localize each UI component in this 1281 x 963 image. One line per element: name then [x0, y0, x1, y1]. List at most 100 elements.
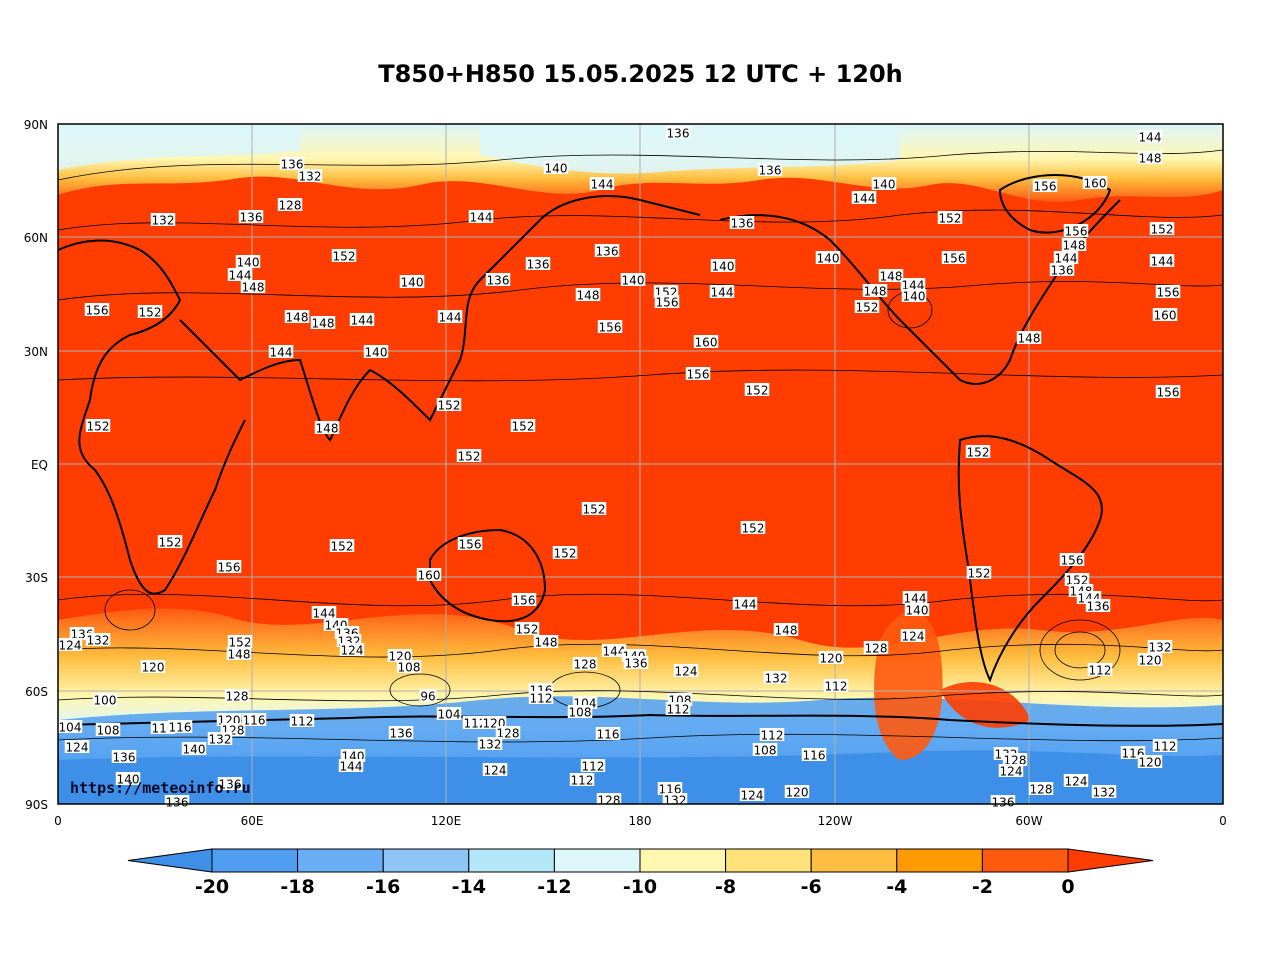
- contour-label-text: 128: [865, 642, 888, 656]
- contour-label-text: 156: [687, 368, 710, 382]
- contour-label: 152: [1149, 222, 1175, 237]
- contour-label: 152: [581, 502, 607, 517]
- contour-label-text: 132: [765, 672, 788, 686]
- contour-label-text: 116: [597, 728, 620, 742]
- contour-label-text: 116: [243, 714, 266, 728]
- contour-label-text: 124: [902, 630, 925, 644]
- contour-label-text: 136: [113, 751, 136, 765]
- contour-label-text: 136: [759, 164, 782, 178]
- contour-label-text: 148: [1139, 152, 1162, 166]
- contour-label-text: 144: [711, 286, 734, 300]
- contour-label-text: 136: [390, 727, 413, 741]
- colorbar-segment: [553, 848, 641, 873]
- colorbar-label: -18: [280, 876, 314, 898]
- contour-label: 108: [396, 660, 422, 675]
- contour-label-text: 156: [1065, 225, 1088, 239]
- contour-label: 132: [297, 169, 323, 184]
- contour-label-text: 136: [1087, 600, 1110, 614]
- contour-label: 140: [871, 177, 897, 192]
- contour-label-text: 132: [664, 794, 687, 808]
- contour-label: 156: [685, 367, 711, 382]
- contour-label: 140: [181, 742, 207, 757]
- contour-label-text: 132: [209, 733, 232, 747]
- contour-label: 152: [436, 398, 462, 413]
- contour-label: 136: [665, 126, 691, 141]
- contour-label-text: 152: [331, 540, 354, 554]
- contour-label: 140: [901, 289, 927, 304]
- contour-label-text: 152: [742, 522, 765, 536]
- colorbar-label: 0: [1061, 876, 1074, 898]
- contour-label-text: 132: [1093, 786, 1116, 800]
- contour-label-text: 140: [237, 256, 260, 270]
- contour-label-text: 140: [906, 604, 929, 618]
- colorbar-segment: [468, 848, 555, 873]
- contour-label-text: 140: [545, 162, 568, 176]
- contour-label: 124: [482, 763, 508, 778]
- contour-label-text: 136: [596, 245, 619, 259]
- contour-label-text: 120: [820, 652, 843, 666]
- contour-label-text: 152: [583, 503, 606, 517]
- contour-label: 124: [998, 764, 1024, 779]
- contour-label-text: 128: [226, 690, 249, 704]
- contour-label: 112: [823, 679, 849, 694]
- colorbar-label: -8: [715, 876, 736, 898]
- contour-label: 152: [965, 445, 991, 460]
- lon-label: 60E: [241, 814, 264, 828]
- contour-label-text: 156: [1157, 286, 1180, 300]
- contour-label-text: 148: [242, 281, 265, 295]
- contour-label: 156: [1032, 179, 1058, 194]
- contour-label: 156: [597, 320, 623, 335]
- contour-label-text: 144: [1055, 252, 1078, 266]
- contour-label: 144: [349, 313, 375, 328]
- contour-label: 156: [511, 593, 537, 608]
- contour-label-text: 152: [438, 399, 461, 413]
- colorbar-max-arrow: [1067, 848, 1154, 873]
- contour-label: 160: [416, 568, 442, 583]
- contour-label-text: 136: [625, 657, 648, 671]
- contour-label: 148: [1061, 238, 1087, 253]
- contour-label: 128: [224, 689, 250, 704]
- colorbar-segment: [725, 848, 812, 873]
- contour-label: 120: [784, 785, 810, 800]
- contour-label: 156: [1155, 285, 1181, 300]
- contour-label-text: 136: [667, 127, 690, 141]
- contour-label-text: 144: [603, 645, 626, 659]
- contour-label: 128: [1028, 782, 1054, 797]
- contour-label-text: 156: [1061, 554, 1084, 568]
- contour-label-text: 108: [398, 661, 421, 675]
- contour-label-text: 156: [513, 594, 536, 608]
- contour-label: 132: [150, 213, 176, 228]
- contour-label-text: 148: [577, 289, 600, 303]
- contour-label-text: 152: [87, 420, 110, 434]
- contour-label: 132: [477, 737, 503, 752]
- colorbar-segment: [810, 848, 898, 873]
- contour-label-text: 144: [439, 311, 462, 325]
- contour-label-text: 140: [117, 773, 140, 787]
- contour-label-text: 124: [1065, 775, 1088, 789]
- contour-label: 156: [941, 251, 967, 266]
- contour-label: 120: [1137, 653, 1163, 668]
- contour-label-text: 136: [1051, 264, 1074, 278]
- contour-label: 136: [990, 795, 1016, 810]
- height-contours: [58, 149, 1223, 743]
- contour-label-text: 144: [351, 314, 374, 328]
- contour-label-text: 112: [291, 715, 314, 729]
- contour-label-text: 136: [731, 217, 754, 231]
- contour-label: 140: [543, 161, 569, 176]
- contour-label: 136: [525, 257, 551, 272]
- contour-label: 116: [167, 720, 193, 735]
- contour-label-text: 140: [873, 178, 896, 192]
- contour-label-text: 152: [1151, 223, 1174, 237]
- contour-label-text: 156: [656, 296, 679, 310]
- contour-label: 148: [240, 280, 266, 295]
- contour-label-text: 104: [438, 708, 461, 722]
- contour-label: 152: [854, 300, 880, 315]
- contour-label: 140: [363, 345, 389, 360]
- contour-label: 152: [552, 546, 578, 561]
- lon-label: 60W: [1015, 814, 1042, 828]
- contour-label: 152: [514, 622, 540, 637]
- lat-label: 30S: [25, 571, 48, 585]
- credit-text: https://meteoinfo.ru: [70, 779, 251, 797]
